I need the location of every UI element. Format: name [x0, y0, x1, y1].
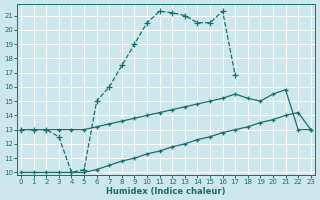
X-axis label: Humidex (Indice chaleur): Humidex (Indice chaleur) [106, 187, 226, 196]
